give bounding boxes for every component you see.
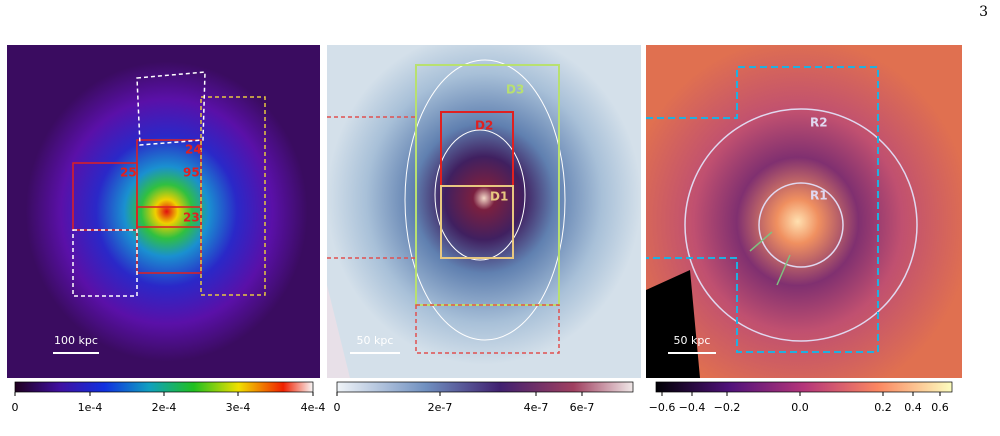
region-label: D2: [475, 119, 493, 133]
region-label: 24: [185, 143, 202, 157]
tick-label: 4e-7: [524, 401, 549, 414]
tick-label: 0.6: [931, 401, 949, 414]
scale-label: 100 kpc: [54, 334, 98, 347]
tick-label: −0.4: [679, 401, 706, 414]
region-label: 25: [120, 166, 137, 180]
tick-label: 3e-4: [226, 401, 251, 414]
region-label: D3: [506, 83, 524, 97]
tick-label: 4e-4: [301, 401, 326, 414]
region-label: 95: [183, 166, 200, 180]
xray-image: [7, 45, 320, 378]
tick-label: 0: [334, 401, 341, 414]
colorbar: [336, 381, 634, 393]
region-label: D1: [490, 190, 508, 204]
tick-label: 0.4: [904, 401, 922, 414]
tick-label: 0.0: [791, 401, 809, 414]
regions: [646, 66, 918, 353]
residual-image: [646, 45, 962, 378]
region-label: R2: [810, 116, 828, 130]
tick-label: −0.6: [649, 401, 676, 414]
tick-label: 0.2: [874, 401, 892, 414]
page-number: 3: [979, 4, 988, 20]
tick-label: 2e-4: [152, 401, 177, 414]
tick-label: −0.2: [714, 401, 741, 414]
scale-label: 50 kpc: [674, 334, 711, 347]
regions: [327, 59, 566, 354]
surface-image: [327, 45, 641, 378]
scale-label: 50 kpc: [357, 334, 394, 347]
colorbar-ticks: 0 1e-4 2e-4 3e-4 4e-4 0 2e-7 4e-7 6e-7 −0.6 −0.4 −0…: [12, 392, 949, 414]
colorbar: [14, 381, 314, 393]
tick-label: 2e-7: [428, 401, 453, 414]
regions: [72, 71, 266, 297]
region-label: R1: [810, 189, 828, 203]
tick-label: 0: [12, 401, 19, 414]
tick-label: 6e-7: [570, 401, 595, 414]
tick-label: 1e-4: [78, 401, 103, 414]
region-label: 23: [183, 211, 200, 225]
colorbar: [655, 381, 953, 393]
